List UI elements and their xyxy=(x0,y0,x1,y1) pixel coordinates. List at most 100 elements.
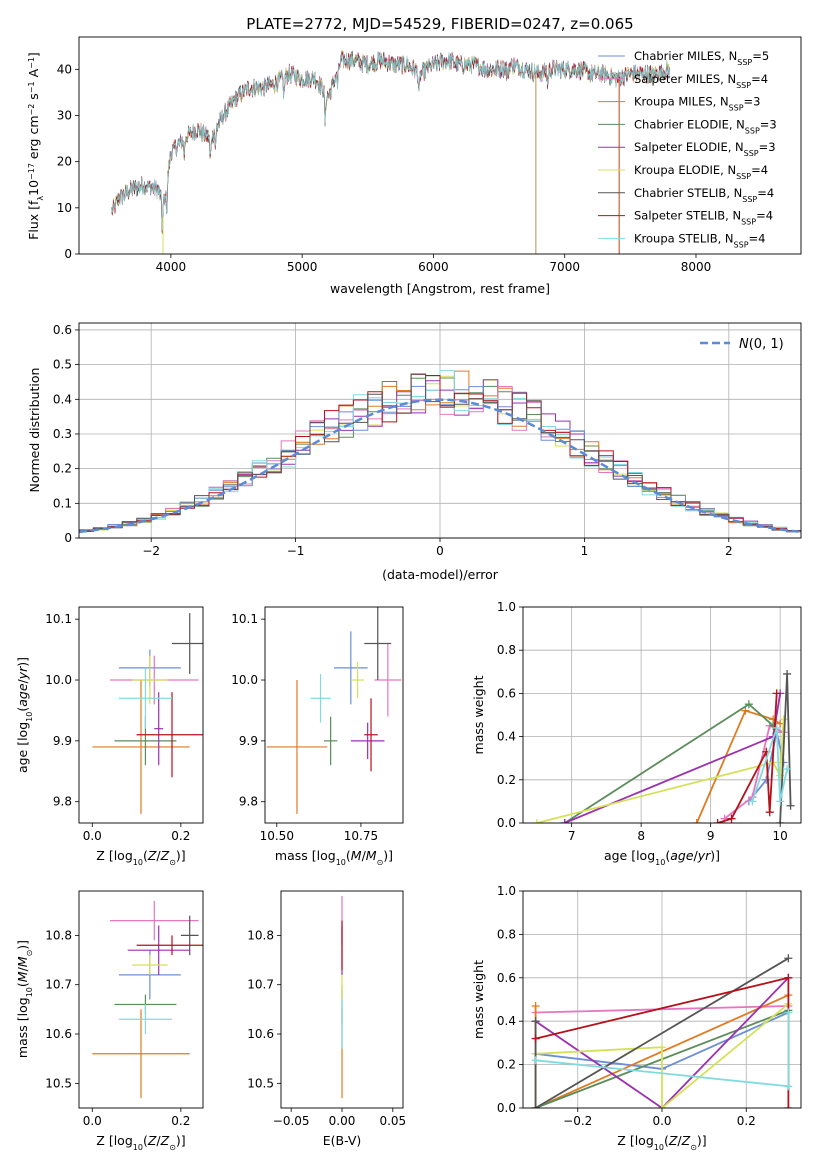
spectrum-line xyxy=(111,49,670,235)
label-part: age xyxy=(15,683,30,707)
y-tick-label: 10.5 xyxy=(45,1076,72,1090)
legend-entry: N(0, 1) xyxy=(739,337,784,352)
mass-weight-marker xyxy=(658,1104,666,1108)
y-tick-label: 10.7 xyxy=(45,978,72,992)
y-tick-label: 9.8 xyxy=(53,795,72,809)
y-tick-label: 0.2 xyxy=(53,462,72,476)
plot-area xyxy=(79,370,801,534)
y-tick-label: 40 xyxy=(57,62,72,76)
label-part: ( xyxy=(664,1133,669,1148)
y-tick-label: 10.6 xyxy=(45,1027,72,1041)
label-part: Kroupa STELIB, N xyxy=(634,231,734,245)
label-part: SSP xyxy=(741,217,756,226)
mass-weight-marker xyxy=(784,1082,793,1091)
label-part: ( xyxy=(346,848,351,863)
mass-weight-marker xyxy=(727,814,736,823)
mass-weight-marker xyxy=(762,775,771,784)
y-tick-label: 0.8 xyxy=(497,927,516,941)
mass-weight-marker xyxy=(658,1043,666,1052)
label-part: (0, 1) xyxy=(749,337,784,352)
label-part: −1 xyxy=(27,57,36,69)
mass-weight-marker xyxy=(560,819,569,823)
label-part: / xyxy=(362,848,367,863)
y-axis-label: Normed distribution xyxy=(27,368,42,493)
mass-weight-marker xyxy=(531,1056,540,1065)
mass-weight-marker xyxy=(772,689,781,698)
label-part: / xyxy=(156,848,161,863)
label-part: / xyxy=(15,678,30,683)
label-part: Z xyxy=(668,1133,678,1148)
axes-frame xyxy=(78,606,204,824)
x-tick-label: 2 xyxy=(725,544,733,558)
label-part: / xyxy=(156,1133,161,1148)
mass-weight-line xyxy=(535,1003,789,1108)
plot-area xyxy=(92,900,203,1099)
label-part: ⊙ xyxy=(690,1143,697,1152)
y-tick-label: 1.0 xyxy=(497,884,516,898)
label-part: SSP xyxy=(737,58,752,67)
y-tick-label: 10.1 xyxy=(231,612,258,626)
y-tick-label: 10.7 xyxy=(247,978,274,992)
label-part: )] xyxy=(176,1133,186,1148)
mass-weight-marker xyxy=(776,797,785,806)
label-part: SSP xyxy=(745,126,760,135)
label-part: Chabrier ELODIE, N xyxy=(634,117,745,131)
y-tick-label: 0.0 xyxy=(497,816,516,830)
label-part: ] xyxy=(26,52,41,57)
y-tick-label: 10.6 xyxy=(247,1027,274,1041)
mass-weight-marker xyxy=(779,715,788,724)
axes-frame xyxy=(78,36,802,255)
x-tick-label: 8000 xyxy=(681,260,712,274)
label-part: ( xyxy=(15,707,30,712)
x-tick-label: 0.00 xyxy=(329,1114,356,1128)
x-axis-label: E(B-V) xyxy=(323,1133,362,1148)
x-tick-label: 6000 xyxy=(418,260,449,274)
mass-vs-metallicity-panel: 0.0 0.210.510.610.710.8Z [log10(Z/Z⊙)]mas… xyxy=(15,890,204,1152)
axes-frame xyxy=(78,890,204,1109)
label-part: Z [log xyxy=(96,848,132,863)
x-tick-label: 7 xyxy=(568,829,576,843)
label-part: Z xyxy=(681,1133,691,1148)
label-part: )] xyxy=(176,848,186,863)
mass-weight-marker xyxy=(786,801,795,810)
mass-weight-marker xyxy=(784,954,793,963)
label-part: age xyxy=(670,848,694,863)
spectrum-line xyxy=(111,51,670,231)
label-part: SSP xyxy=(742,194,757,203)
label-part: =5 xyxy=(752,49,769,63)
y-tick-label: 10.0 xyxy=(231,673,258,687)
y-tick-label: 0.0 xyxy=(497,1101,516,1115)
label-part: SSP xyxy=(736,80,751,89)
x-tick-label: −0.2 xyxy=(563,1114,592,1128)
axes-frame xyxy=(522,606,802,824)
mass-weight-marker xyxy=(783,669,792,678)
label-part: Z xyxy=(147,848,157,863)
x-axis-label: Z [log10(Z/Z⊙)] xyxy=(96,848,185,867)
x-tick-label: −1 xyxy=(287,544,305,558)
label-part: =4 xyxy=(757,186,774,200)
mass-weight-marker xyxy=(783,765,792,773)
x-tick-label: 4000 xyxy=(156,260,187,274)
y-tick-label: 0.6 xyxy=(497,686,516,700)
y-axis-label: mass weight xyxy=(471,675,486,754)
y-tick-label: 10.0 xyxy=(45,673,72,687)
normal-reference-curve xyxy=(79,398,799,534)
x-tick-label: 0.0 xyxy=(83,829,102,843)
label-part: −1 xyxy=(27,81,36,93)
legend-entry: Salpeter MILES, NSSP=4 xyxy=(634,72,768,90)
label-part: =4 xyxy=(749,231,766,245)
spectrum-line xyxy=(111,51,670,233)
spectrum-line xyxy=(111,51,670,231)
axes-frame xyxy=(522,890,802,1109)
y-tick-label: 0.6 xyxy=(497,971,516,985)
legend-entry: Salpeter STELIB, NSSP=4 xyxy=(634,209,773,227)
legend-entry: Chabrier STELIB, NSSP=4 xyxy=(634,186,774,204)
label-part: −2 xyxy=(27,104,36,116)
mass-weight-marker xyxy=(713,819,722,823)
x-tick-label: −2 xyxy=(142,544,160,558)
y-tick-label: 9.9 xyxy=(239,734,258,748)
y-tick-label: 0.3 xyxy=(53,427,72,441)
label-part: =3 xyxy=(744,95,761,109)
